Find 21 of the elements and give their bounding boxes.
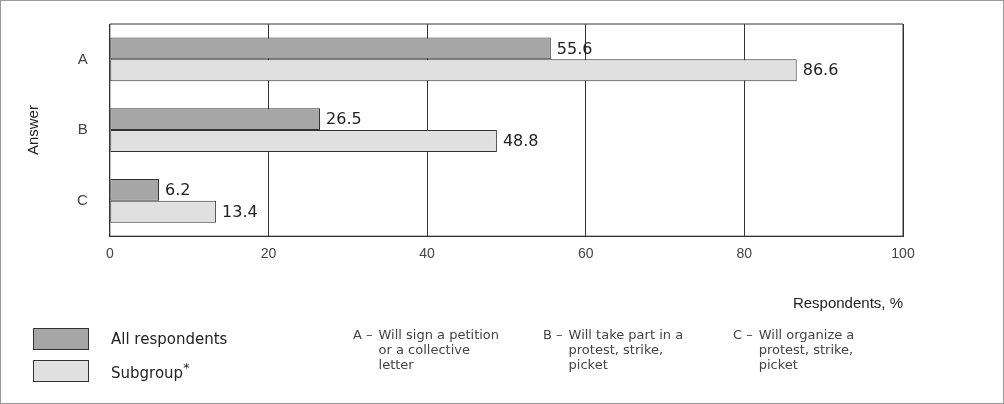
x-tick-label: 0 [105, 245, 114, 262]
x-tick-label: 40 [419, 245, 436, 262]
x-axis-title: Respondents, % [792, 294, 903, 312]
legend-label: Subgroup$^{*}$ [111, 360, 190, 382]
y-axis-title: Answer [24, 105, 42, 156]
x-tick-label: 100 [891, 245, 915, 262]
y-tick-label: A [77, 49, 88, 67]
data-label: 86.6 [802, 60, 839, 80]
data-label: 26.5 [326, 109, 362, 129]
y-tick-label: B [77, 120, 88, 138]
x-tick-label: 60 [577, 245, 594, 262]
data-label: 13.4 [222, 201, 258, 221]
legend-label: All respondents [111, 330, 228, 348]
text: A – Will sign a petition or a collective letter [353, 327, 501, 372]
data-label: 6.2 [165, 180, 191, 200]
x-tick-label: 80 [736, 245, 753, 262]
text: C – Will organize a protest, strike, picket [733, 327, 856, 372]
data-label: 48.8 [502, 131, 539, 151]
y-tick-label: C [76, 190, 88, 208]
text: B – Will take part in a protest, strike, picket [543, 327, 685, 372]
x-tick-label: 20 [260, 245, 277, 262]
